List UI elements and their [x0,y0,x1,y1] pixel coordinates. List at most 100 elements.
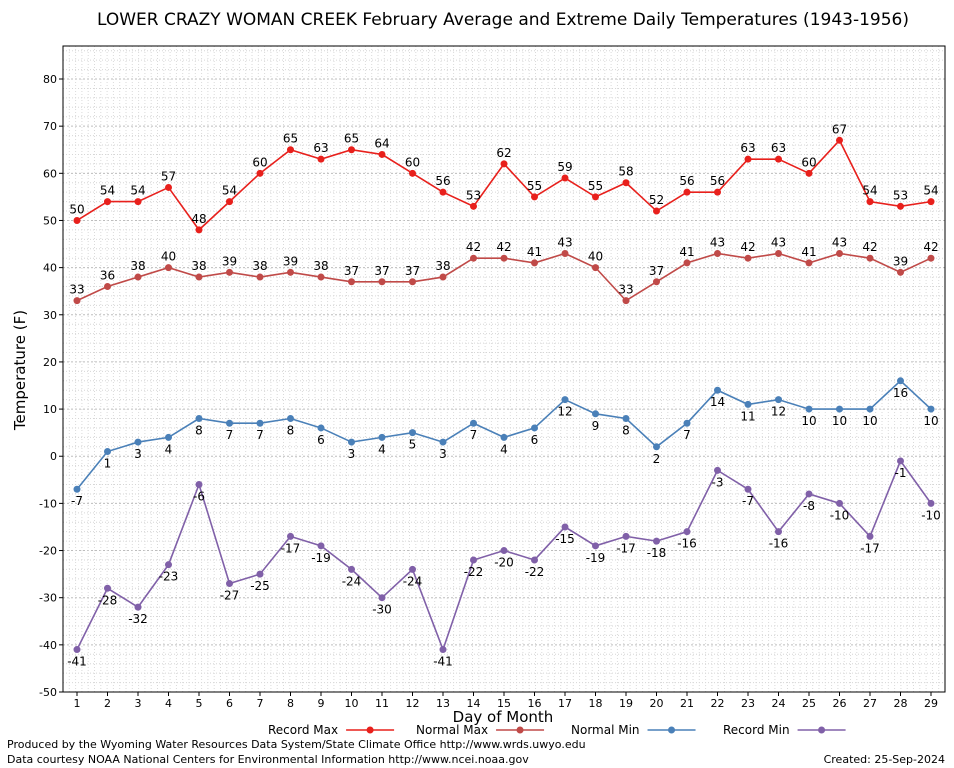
x-tick-label: 17 [558,697,572,710]
data-label: 53 [893,188,908,202]
data-point [287,415,294,423]
data-point [653,443,660,451]
y-tick-label: -40 [39,639,57,652]
chart-title: LOWER CRAZY WOMAN CREEK February Average… [97,10,909,30]
data-label: -24 [342,574,362,588]
x-tick-label: 1 [74,697,81,710]
x-tick-label: 16 [528,697,542,710]
x-tick-label: 6 [226,697,233,710]
data-label: 7 [226,428,234,442]
data-point [592,264,599,272]
data-point [927,198,935,206]
data-point [348,438,355,446]
data-label: -19 [586,551,606,565]
data-label: 10 [832,414,847,428]
data-point [927,405,935,413]
data-point [317,273,325,281]
data-label: 40 [588,250,603,264]
data-point [653,537,660,545]
data-point [470,556,477,564]
data-label: -22 [464,565,484,579]
data-point [805,259,813,267]
data-point [561,396,569,404]
data-point [256,570,264,578]
data-point [714,249,721,257]
data-label: 42 [923,240,938,254]
data-label: 5 [409,438,417,452]
x-tick-label: 25 [802,697,816,710]
data-label: -20 [494,556,514,570]
data-label: -17 [281,541,301,555]
x-tick-label: 14 [467,697,481,710]
data-point [104,584,111,592]
data-label: 2 [653,452,661,466]
data-label: 37 [405,264,420,278]
data-point [805,490,813,498]
legend-swatch-marker [818,726,826,734]
data-label: 37 [344,264,359,278]
data-point [561,174,569,182]
x-tick-label: 13 [436,697,450,710]
data-point [409,565,416,573]
data-point [348,278,355,286]
data-label: 4 [165,442,173,456]
data-label: -10 [921,508,941,522]
data-point [165,183,172,191]
y-tick-label: -10 [39,497,57,510]
y-tick-label: 30 [43,309,57,322]
data-label: 38 [313,259,328,273]
series-record-max: 50 54 54 57 48 54 60 65 63 65 64 60 56 53 62 55 59 55 58 52… [69,122,939,234]
data-label: 54 [130,184,145,198]
data-point [927,499,935,507]
data-label: 12 [771,405,786,419]
footer-produced-by: Produced by the Wyoming Water Resources … [7,738,586,751]
data-label: -24 [403,574,423,588]
x-tick-label: 2 [104,697,111,710]
x-tick-label: 19 [619,697,633,710]
data-point [470,254,477,262]
data-point [500,160,508,168]
data-label: 38 [252,259,267,273]
data-point [683,419,691,427]
data-label: -22 [525,565,545,579]
data-label: 56 [710,174,725,188]
data-point [500,547,508,555]
data-label: 10 [862,414,877,428]
x-tick-label: 11 [375,697,389,710]
data-label: -7 [71,494,83,508]
data-point [226,198,233,206]
data-label: 8 [287,424,295,438]
data-point [683,188,691,196]
data-point [500,433,508,441]
data-point [622,297,630,305]
data-point [256,273,264,281]
data-label: 58 [618,165,633,179]
legend-swatch-marker [668,726,676,734]
legend-label: Normal Max [416,723,488,737]
data-point [378,433,386,441]
data-label: 6 [531,433,539,447]
data-point [897,457,904,465]
data-label: 43 [832,235,847,249]
data-label: 56 [679,174,694,188]
data-label: 7 [470,428,478,442]
data-label: 54 [862,184,877,198]
data-label: 3 [439,447,447,461]
data-point [378,594,386,602]
data-point [287,268,294,276]
data-label: -16 [769,537,789,551]
data-point [927,254,935,262]
data-label: 64 [374,136,389,150]
grid [63,46,945,693]
data-point [195,226,203,234]
data-point [622,415,630,423]
data-point [226,419,233,427]
data-point [775,155,782,163]
y-tick-label: 0 [50,450,57,463]
x-axis-label: Day of Month [453,708,554,726]
data-label: 7 [683,428,691,442]
legend-item-normal-min: Normal Min [571,723,696,737]
x-tick-label: 27 [863,697,877,710]
legend-item-record-max: Record Max [268,723,395,737]
data-point [744,400,752,408]
